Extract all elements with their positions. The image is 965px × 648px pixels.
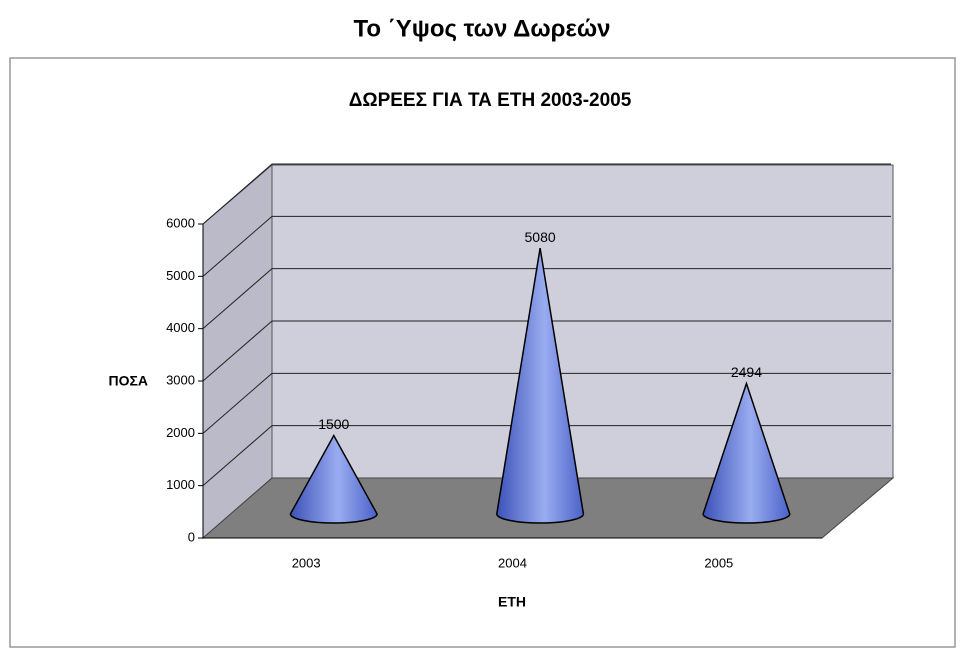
y-tick-label: 5000 bbox=[166, 268, 195, 283]
x-tick-label: 2003 bbox=[292, 555, 321, 570]
x-tick-label: 2005 bbox=[704, 555, 733, 570]
grid-line bbox=[202, 268, 891, 330]
cone bbox=[702, 381, 791, 524]
x-tick-label: 2004 bbox=[498, 555, 527, 570]
cone bbox=[496, 248, 585, 524]
grid-line bbox=[202, 425, 891, 487]
y-tick-label: 2000 bbox=[166, 425, 195, 440]
grid-line bbox=[202, 372, 891, 434]
page-title: Το ΄Υψος των Δωρεών bbox=[354, 15, 611, 42]
y-tick-label: 0 bbox=[188, 529, 195, 544]
grid-line bbox=[202, 215, 891, 277]
cone bbox=[289, 433, 378, 524]
y-tick-label: 4000 bbox=[166, 320, 195, 335]
y-tick-label: 1000 bbox=[166, 477, 195, 492]
chart-title: ΔΩΡΕΕΣ ΓΙΑ ΤΑ ΕΤΗ 2003-2005 bbox=[349, 90, 632, 111]
y-tick-label: 3000 bbox=[166, 372, 195, 387]
data-label: 2494 bbox=[731, 364, 762, 380]
grid-line bbox=[202, 163, 891, 225]
y-axis-label: ΠΟΣΑ bbox=[108, 373, 148, 389]
x-axis-label: ΕΤΗ bbox=[498, 594, 526, 610]
grid-line bbox=[202, 320, 891, 382]
y-tick-label: 6000 bbox=[166, 215, 195, 230]
data-label: 1500 bbox=[318, 416, 349, 432]
data-label: 5080 bbox=[525, 229, 556, 245]
